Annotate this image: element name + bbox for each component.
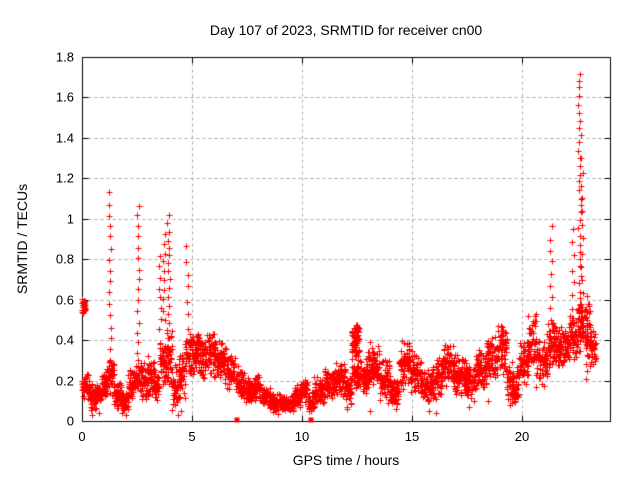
y-tick-label: 1.4 — [55, 130, 74, 146]
y-tick-label: 0.6 — [55, 292, 74, 308]
x-tick-label: 0 — [78, 429, 86, 444]
x-tick-label: 5 — [188, 429, 196, 444]
y-tick-label: 1 — [66, 211, 74, 227]
x-axis-label: GPS time / hours — [292, 452, 400, 468]
x-tick-label: 20 — [514, 429, 530, 444]
y-axis-label: SRMTID / TECUs — [14, 183, 30, 295]
x-tick-label: 15 — [404, 429, 420, 444]
x-tick-label: 10 — [294, 429, 310, 444]
y-tick-label: 0.4 — [55, 332, 74, 348]
y-tick-label: 0 — [66, 413, 74, 429]
y-tick-label: 0.8 — [55, 251, 74, 267]
y-tick-label: 1.8 — [55, 49, 74, 65]
y-tick-label: 0.2 — [55, 373, 74, 389]
chart-title: Day 107 of 2023, SRMTID for receiver cn0… — [209, 22, 483, 38]
y-tick-label: 1.6 — [55, 89, 74, 105]
y-tick-label: 1.2 — [55, 170, 74, 186]
